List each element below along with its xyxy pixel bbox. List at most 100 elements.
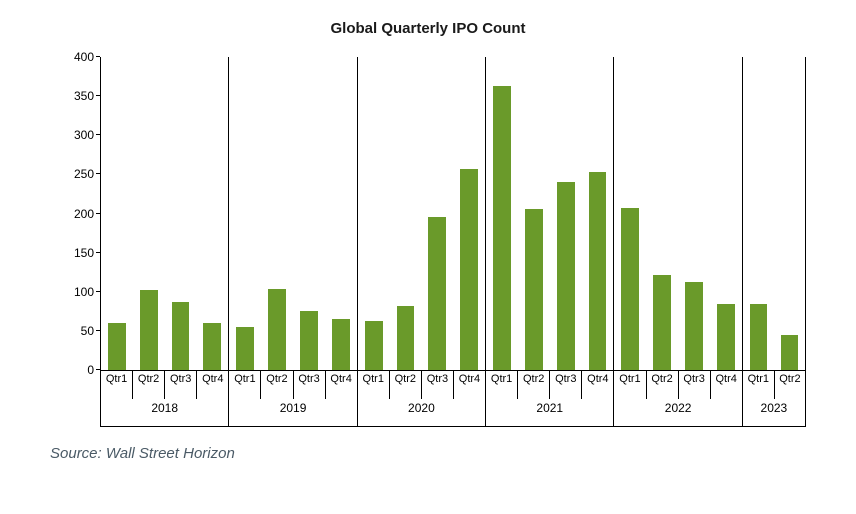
y-tick-label: 100 [62, 285, 94, 299]
bar-cell [293, 57, 325, 370]
bar-cell [421, 57, 453, 370]
year-label: 2023 [742, 399, 806, 427]
x-group: Qtr1Qtr2Qtr3Qtr4 [228, 371, 356, 399]
quarter-label: Qtr2 [389, 371, 421, 399]
y-tick-label: 250 [62, 167, 94, 181]
y-tick-mark [96, 330, 100, 331]
y-tick-mark [96, 252, 100, 253]
bar [460, 169, 478, 370]
quarter-label: Qtr3 [549, 371, 581, 399]
y-tick-label: 350 [62, 89, 94, 103]
bar [140, 290, 158, 370]
bar-group [485, 57, 613, 370]
bar-cell [390, 57, 422, 370]
plot-area: 050100150200250300350400 [100, 57, 806, 371]
quarter-label: Qtr1 [100, 371, 132, 399]
bar [203, 323, 221, 370]
quarter-label: Qtr3 [678, 371, 710, 399]
x-group: Qtr1Qtr2Qtr3Qtr4 [485, 371, 613, 399]
y-tick-mark [96, 134, 100, 135]
bar [525, 209, 543, 370]
bar [493, 86, 511, 370]
bar [365, 321, 383, 370]
bar-cell [101, 57, 133, 370]
bar [332, 319, 350, 370]
bar-cell [358, 57, 390, 370]
bar-chart: 050100150200250300350400 Qtr1Qtr2Qtr3Qtr… [62, 47, 816, 427]
bar [589, 172, 607, 370]
bar-cell [486, 57, 518, 370]
bar-cell [710, 57, 742, 370]
quarter-label: Qtr2 [517, 371, 549, 399]
y-tick-label: 0 [62, 363, 94, 377]
bar [172, 302, 190, 370]
year-label: 2018 [100, 399, 228, 427]
x-group: Qtr1Qtr2Qtr3Qtr4 [100, 371, 228, 399]
year-label: 2020 [357, 399, 485, 427]
year-axis: 201820192020202120222023 [100, 399, 806, 427]
bar-cell [261, 57, 293, 370]
bar-group [742, 57, 806, 370]
bar [750, 304, 767, 370]
year-label: 2022 [613, 399, 741, 427]
bar-cell [646, 57, 678, 370]
bar-cell [229, 57, 261, 370]
quarter-label: Qtr1 [742, 371, 774, 399]
quarter-label: Qtr3 [293, 371, 325, 399]
chart-title: Global Quarterly IPO Count [40, 20, 816, 37]
bars-region [100, 57, 806, 370]
bar-cell [614, 57, 646, 370]
quarter-label: Qtr4 [453, 371, 485, 399]
bar-cell [325, 57, 357, 370]
bar-group [228, 57, 356, 370]
quarter-label: Qtr4 [581, 371, 613, 399]
y-tick-label: 400 [62, 50, 94, 64]
bar-cell [165, 57, 197, 370]
quarter-label: Qtr2 [646, 371, 678, 399]
y-tick-mark [96, 173, 100, 174]
bar [428, 217, 446, 370]
quarter-label: Qtr1 [485, 371, 517, 399]
bar [108, 323, 126, 370]
y-tick-mark [96, 369, 100, 370]
quarter-label: Qtr3 [421, 371, 453, 399]
quarter-label: Qtr2 [260, 371, 292, 399]
quarter-label: Qtr4 [325, 371, 357, 399]
quarter-label: Qtr1 [228, 371, 260, 399]
y-tick-mark [96, 95, 100, 96]
bar-cell [196, 57, 228, 370]
quarter-label: Qtr1 [357, 371, 389, 399]
bar [653, 275, 671, 370]
bar-group [357, 57, 485, 370]
y-tick-label: 200 [62, 207, 94, 221]
bar [685, 282, 703, 370]
bar [300, 311, 318, 370]
bar-cell [678, 57, 710, 370]
year-label: 2021 [485, 399, 613, 427]
y-tick-label: 50 [62, 324, 94, 338]
y-tick-mark [96, 56, 100, 57]
chart-container: Global Quarterly IPO Count 0501001502002… [0, 0, 856, 514]
x-group: Qtr1Qtr2Qtr3Qtr4 [613, 371, 741, 399]
x-group: Qtr1Qtr2 [742, 371, 806, 399]
y-tick-mark [96, 291, 100, 292]
quarter-label: Qtr4 [710, 371, 742, 399]
bar-cell [133, 57, 165, 370]
bar-cell [582, 57, 614, 370]
source-caption: Source: Wall Street Horizon [50, 445, 816, 462]
quarter-label: Qtr2 [774, 371, 806, 399]
quarter-label: Qtr3 [164, 371, 196, 399]
bar-cell [774, 57, 805, 370]
y-tick-mark [96, 213, 100, 214]
bar-group [613, 57, 741, 370]
bar [236, 327, 254, 370]
year-label: 2019 [228, 399, 356, 427]
bar-cell [743, 57, 774, 370]
bar-group [100, 57, 228, 370]
quarter-label: Qtr2 [132, 371, 164, 399]
bar [557, 182, 575, 370]
bar [397, 306, 415, 370]
bar [781, 335, 798, 370]
bar-cell [453, 57, 485, 370]
bar [268, 289, 286, 370]
